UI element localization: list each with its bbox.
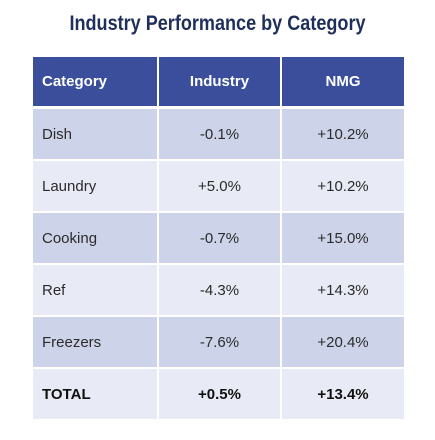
table-title: Industry Performance by Category (69, 12, 366, 35)
table-row-laundry: Laundry +5.0% +10.2% (33, 161, 404, 213)
table-row-dish: Dish -0.1% +10.2% (33, 109, 404, 161)
column-header-category: Category (33, 57, 157, 109)
table-row-total: TOTAL +0.5% +13.4% (33, 369, 404, 421)
performance-table: Category Industry NMG Dish -0.1% +10.2% … (33, 57, 404, 421)
table-row-freezers: Freezers -7.6% +20.4% (33, 317, 404, 369)
table-row-cooking: Cooking -0.7% +15.0% (33, 213, 404, 265)
industry-value-cell: +5.0% (157, 161, 280, 213)
nmg-value-cell: +20.4% (280, 317, 404, 369)
category-cell: Freezers (33, 317, 157, 369)
nmg-value-cell: +10.2% (280, 161, 404, 213)
nmg-value-cell: +15.0% (280, 213, 404, 265)
column-header-nmg: NMG (280, 57, 404, 109)
total-nmg-cell: +13.4% (280, 369, 404, 421)
category-cell: Ref (33, 265, 157, 317)
total-industry-cell: +0.5% (157, 369, 280, 421)
industry-value-cell: -0.1% (157, 109, 280, 161)
total-label-cell: TOTAL (33, 369, 157, 421)
industry-value-cell: -0.7% (157, 213, 280, 265)
industry-value-cell: -7.6% (157, 317, 280, 369)
column-header-industry: Industry (157, 57, 280, 109)
category-cell: Dish (33, 109, 157, 161)
category-cell: Laundry (33, 161, 157, 213)
nmg-value-cell: +14.3% (280, 265, 404, 317)
industry-value-cell: -4.3% (157, 265, 280, 317)
nmg-value-cell: +10.2% (280, 109, 404, 161)
table-row-ref: Ref -4.3% +14.3% (33, 265, 404, 317)
category-cell: Cooking (33, 213, 157, 265)
header-row: Category Industry NMG (33, 57, 404, 109)
